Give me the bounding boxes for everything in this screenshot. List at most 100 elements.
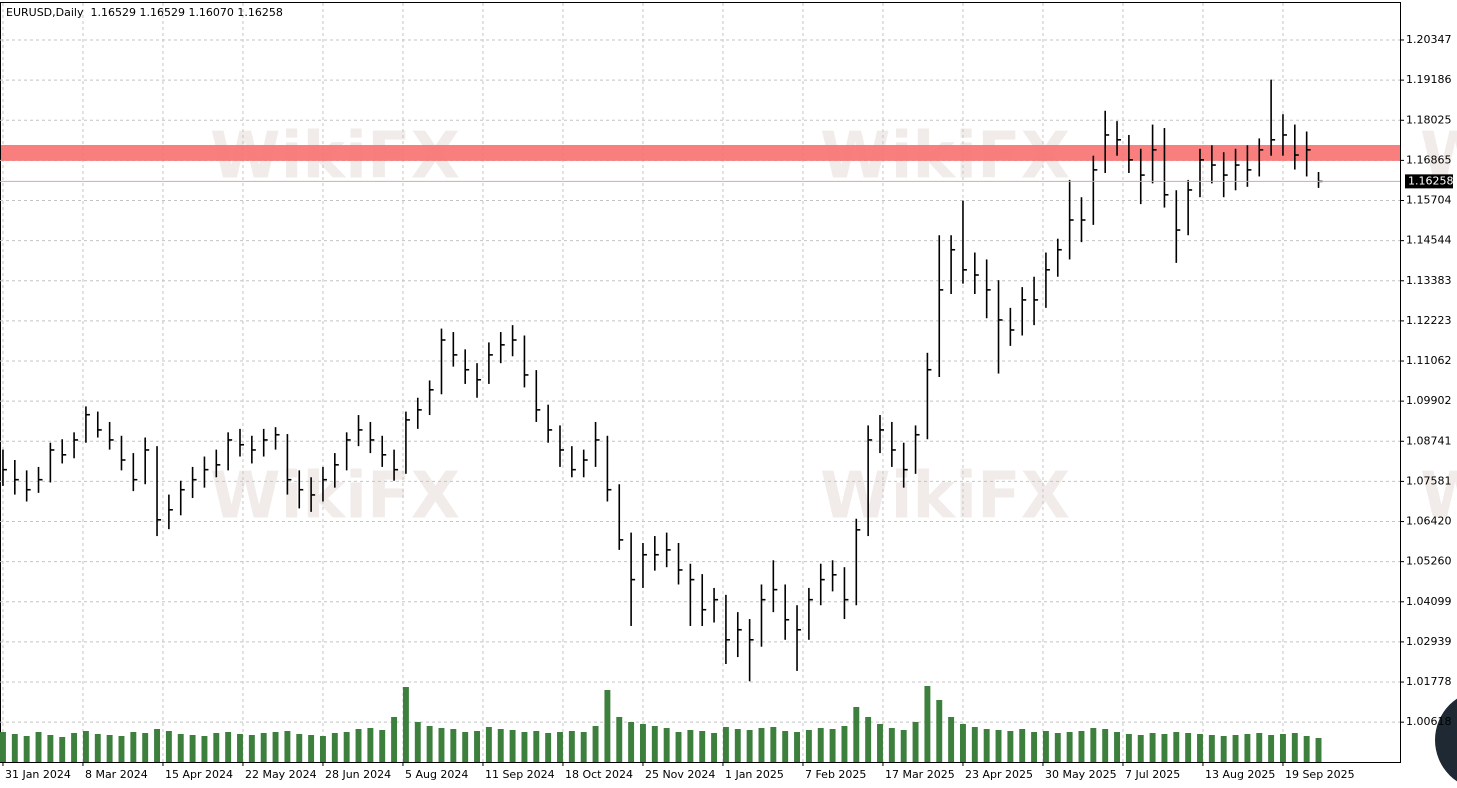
x-tick-label: 11 Sep 2024 bbox=[485, 768, 555, 781]
volume-bar bbox=[521, 732, 528, 762]
volume-bar bbox=[237, 734, 243, 762]
y-tick-label: 1.19186 bbox=[1406, 73, 1452, 86]
x-tick-label: 30 May 2025 bbox=[1045, 768, 1117, 781]
volume-bar bbox=[841, 726, 848, 762]
volume-bar bbox=[1019, 729, 1026, 762]
volume-bar bbox=[912, 722, 919, 762]
y-tick-label: 1.09902 bbox=[1406, 394, 1452, 407]
x-tick-label: 17 Mar 2025 bbox=[885, 768, 955, 781]
volume-bar bbox=[59, 737, 66, 762]
volume-bar bbox=[23, 736, 30, 762]
volume-bar bbox=[248, 735, 255, 762]
volume-bar bbox=[865, 717, 872, 762]
y-tick-label: 1.05260 bbox=[1406, 555, 1452, 568]
volume-bar bbox=[130, 732, 137, 762]
volume-bar bbox=[1291, 733, 1298, 762]
x-tick-label: 8 Mar 2024 bbox=[85, 768, 148, 781]
volume-bar bbox=[604, 690, 611, 762]
y-tick-label: 1.14544 bbox=[1406, 234, 1452, 247]
volume-bar bbox=[154, 729, 160, 762]
volume-bar bbox=[1114, 732, 1120, 762]
volume-bar bbox=[545, 733, 552, 762]
y-tick-label: 1.08741 bbox=[1406, 434, 1452, 447]
x-tick-label: 28 Jun 2024 bbox=[325, 768, 391, 781]
volume-bar bbox=[177, 734, 184, 762]
volume-bar bbox=[213, 733, 220, 762]
y-tick-label: 1.13383 bbox=[1406, 274, 1452, 287]
volume-bar bbox=[343, 732, 350, 762]
volume-bar bbox=[1090, 728, 1097, 762]
volume-bar bbox=[817, 728, 824, 762]
x-tick-label: 18 Oct 2024 bbox=[565, 768, 633, 781]
volume-bar bbox=[1042, 731, 1049, 762]
volume-bar bbox=[1315, 738, 1322, 762]
y-tick-label: 1.20347 bbox=[1406, 33, 1452, 46]
volume-bar bbox=[734, 729, 741, 762]
volume-bar bbox=[47, 735, 54, 762]
volume-bar bbox=[82, 731, 89, 762]
x-tick-label: 25 Nov 2024 bbox=[645, 768, 715, 781]
volume-bar bbox=[924, 686, 931, 762]
volume-bar bbox=[888, 728, 895, 762]
volume-bar bbox=[94, 734, 101, 762]
volume-bar bbox=[770, 727, 777, 762]
volume-bar bbox=[853, 707, 860, 762]
volume-bar bbox=[438, 728, 445, 762]
volume-bar bbox=[462, 732, 469, 762]
volume-bar bbox=[1303, 736, 1310, 762]
volume-bar bbox=[983, 729, 990, 762]
x-tick-label: 5 Aug 2024 bbox=[405, 768, 468, 781]
volume-bar bbox=[877, 724, 883, 762]
volume-bar bbox=[805, 730, 812, 762]
x-tick-label: 1 Jan 2025 bbox=[725, 768, 784, 781]
volume-bar bbox=[794, 732, 800, 762]
volume-bar bbox=[296, 734, 303, 762]
volume-bar bbox=[580, 732, 587, 762]
volume-bar bbox=[1031, 732, 1038, 762]
volume-bar bbox=[272, 732, 279, 762]
volume-bar bbox=[687, 730, 694, 762]
volume-bar bbox=[1185, 733, 1192, 762]
volume-bar bbox=[225, 732, 232, 762]
y-tick-label: 1.04099 bbox=[1406, 595, 1452, 608]
volume-bar bbox=[699, 731, 706, 762]
x-tick-label: 23 Apr 2025 bbox=[965, 768, 1033, 781]
volume-bar bbox=[533, 731, 540, 762]
volume-bar bbox=[1007, 731, 1014, 762]
current-price-box bbox=[1405, 174, 1453, 189]
volume-bar bbox=[189, 735, 196, 762]
x-tick-label: 22 May 2024 bbox=[245, 768, 317, 781]
current-price-label: 1.16258 bbox=[1408, 174, 1454, 187]
y-tick-label: 1.12223 bbox=[1406, 314, 1452, 327]
volume-bar bbox=[568, 731, 575, 762]
volume-bar bbox=[663, 728, 670, 762]
volume-bar bbox=[485, 727, 492, 762]
y-tick-label: 1.02939 bbox=[1406, 635, 1452, 648]
volume-bar bbox=[722, 727, 729, 762]
volume-bar bbox=[450, 729, 457, 762]
volume-bar bbox=[711, 733, 718, 762]
volume-bar bbox=[320, 736, 326, 762]
volume-bar bbox=[142, 733, 149, 762]
volume-bar bbox=[1220, 736, 1227, 762]
volume-bar bbox=[391, 717, 398, 762]
volume-bar bbox=[402, 687, 409, 762]
volume-bar bbox=[118, 736, 125, 762]
volume-bar bbox=[284, 731, 291, 762]
volume-bar bbox=[1066, 732, 1073, 762]
volume-bar bbox=[474, 731, 480, 762]
volume-bar bbox=[675, 732, 682, 762]
volume-bar bbox=[948, 717, 955, 762]
watermark: WikiFX bbox=[1420, 460, 1457, 534]
corner-widget bbox=[1435, 698, 1457, 782]
x-tick-label: 13 Aug 2025 bbox=[1205, 768, 1275, 781]
volume-bar bbox=[971, 727, 978, 762]
x-tick-label: 7 Jul 2025 bbox=[1125, 768, 1180, 781]
volume-bar bbox=[829, 729, 836, 762]
volume-bar bbox=[1137, 735, 1144, 762]
volume-bar bbox=[1244, 734, 1251, 762]
volume-bar bbox=[782, 731, 789, 762]
x-tick-label: 19 Sep 2025 bbox=[1285, 768, 1355, 781]
